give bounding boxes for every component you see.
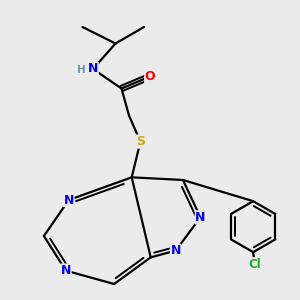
Text: N: N bbox=[170, 244, 181, 257]
Text: Cl: Cl bbox=[248, 258, 261, 271]
Text: N: N bbox=[64, 194, 74, 206]
Text: S: S bbox=[136, 135, 145, 148]
Text: N: N bbox=[88, 62, 98, 76]
Text: N: N bbox=[195, 211, 206, 224]
Text: H: H bbox=[77, 64, 86, 75]
Text: N: N bbox=[61, 264, 71, 277]
Text: O: O bbox=[145, 70, 155, 83]
